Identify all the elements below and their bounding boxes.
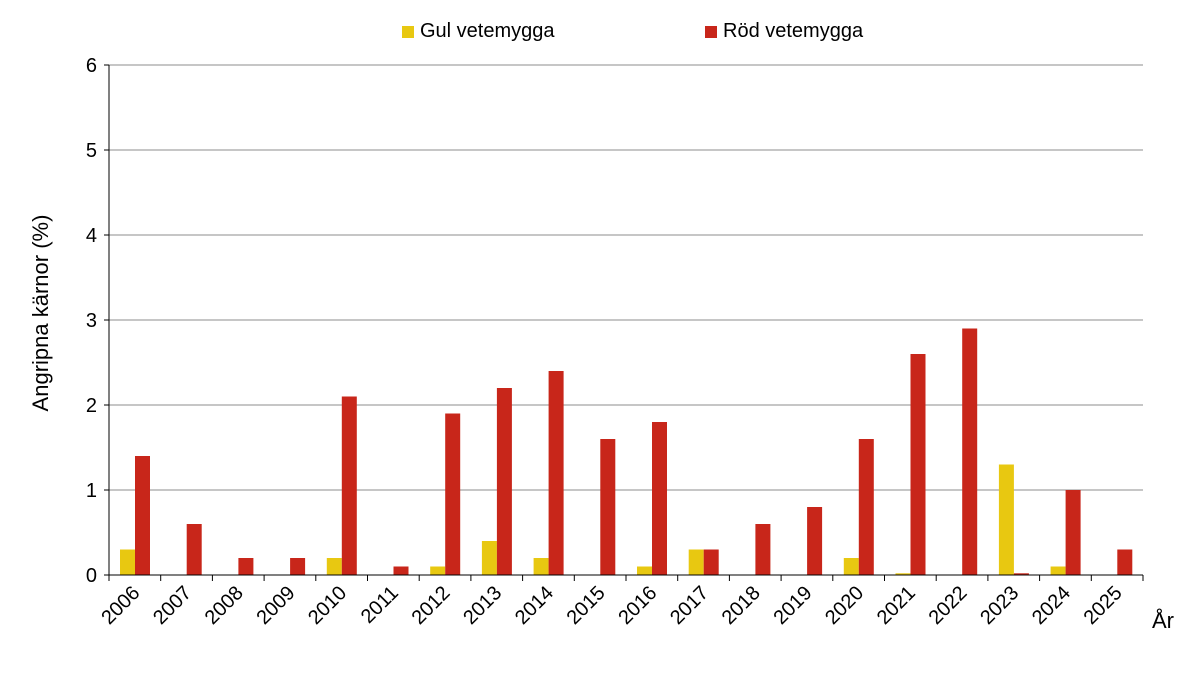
bar-rod-2007 xyxy=(186,524,202,575)
y-tick-label: 0 xyxy=(86,565,97,587)
x-axis-label: År xyxy=(1152,608,1174,633)
legend-item-rod: Röd vetemygga xyxy=(705,20,863,43)
bar-rod-2016 xyxy=(652,422,667,575)
y-axis-label: Angripna kärnor (%) xyxy=(28,215,53,412)
axes xyxy=(104,64,1144,581)
gridlines xyxy=(109,64,1143,491)
bar-rod-2020 xyxy=(858,439,874,575)
legend-swatch-rod xyxy=(705,25,717,38)
y-tick-label: 1 xyxy=(86,480,97,502)
x-tick-label: 2021 xyxy=(873,582,920,629)
x-tick-label: 2012 xyxy=(408,582,455,629)
bar-gul-2014 xyxy=(533,558,549,575)
bar-rod-2009 xyxy=(290,558,306,575)
y-tick-labels: 0 1 2 3 4 5 6 xyxy=(86,55,97,587)
bar-rod-2006 xyxy=(135,456,150,575)
x-tick-label: 2022 xyxy=(925,582,972,629)
x-tick-label: 2006 xyxy=(97,582,144,629)
bar-rod-2014 xyxy=(548,371,564,575)
x-tick-label: 2008 xyxy=(201,582,248,629)
bar-gul-2016 xyxy=(637,566,652,575)
y-tick-label: 2 xyxy=(86,395,97,417)
bar-rod-2015 xyxy=(600,439,616,575)
x-tick-label: 2018 xyxy=(718,582,765,629)
bar-rod-2010 xyxy=(341,396,357,575)
bar-rod-2023 xyxy=(1013,573,1029,575)
bar-gul-2024 xyxy=(1050,566,1066,575)
bar-rod-2013 xyxy=(496,388,512,575)
bar-rod-2022 xyxy=(962,328,978,575)
bar-gul-2006 xyxy=(120,549,135,575)
x-tick-labels: 2006 2007 2008 2009 2010 2011 2012 2013 2014 2015… xyxy=(97,582,1126,629)
bar-rod-2012 xyxy=(445,413,461,575)
legend: Gul vetemygga Röd vetemygga xyxy=(0,20,1200,50)
bar-gul-2012 xyxy=(430,566,446,575)
y-tick-label: 3 xyxy=(86,310,97,332)
bar-rod-2018 xyxy=(755,524,771,575)
x-tick-label: 2009 xyxy=(252,582,299,629)
x-tick-label: 2010 xyxy=(304,582,351,629)
legend-swatch-gul xyxy=(402,25,414,38)
bar-rod-2021 xyxy=(910,354,926,575)
y-tick-label: 5 xyxy=(86,140,97,162)
x-tick-label: 2023 xyxy=(976,582,1023,629)
x-tick-label: 2017 xyxy=(666,582,713,629)
legend-label-gul: Gul vetemygga xyxy=(420,20,555,42)
bar-gul-2010 xyxy=(326,558,342,575)
x-tick-label: 2020 xyxy=(821,582,868,629)
bar-gul-2013 xyxy=(481,541,497,575)
bar-rod-2024 xyxy=(1065,490,1081,575)
bar-gul-2020 xyxy=(843,558,859,575)
legend-item-gul: Gul vetemygga xyxy=(402,20,555,43)
bar-rod-2019 xyxy=(807,507,823,575)
bar-gul-2021 xyxy=(895,573,911,575)
y-tick-label: 4 xyxy=(86,225,97,247)
bar-gul-2023 xyxy=(998,464,1014,575)
y-tick-label: 6 xyxy=(86,55,97,77)
x-tick-label: 2019 xyxy=(769,582,816,629)
x-tick-label: 2011 xyxy=(357,582,403,628)
x-tick-label: 2014 xyxy=(511,582,558,629)
bar-rod-2017 xyxy=(703,549,719,575)
bars xyxy=(120,328,1133,575)
bar-gul-2017 xyxy=(688,549,704,575)
x-tick-label: 2016 xyxy=(614,582,661,629)
x-tick-label: 2024 xyxy=(1028,582,1075,629)
bar-rod-2025 xyxy=(1117,549,1133,575)
x-tick-label: 2015 xyxy=(563,582,610,629)
bar-rod-2011 xyxy=(393,566,409,575)
x-tick-label: 2025 xyxy=(1080,582,1127,629)
x-tick-label: 2013 xyxy=(459,582,506,629)
bar-rod-2008 xyxy=(238,558,254,575)
legend-label-rod: Röd vetemygga xyxy=(723,20,864,42)
x-tick-label: 2007 xyxy=(149,582,196,629)
